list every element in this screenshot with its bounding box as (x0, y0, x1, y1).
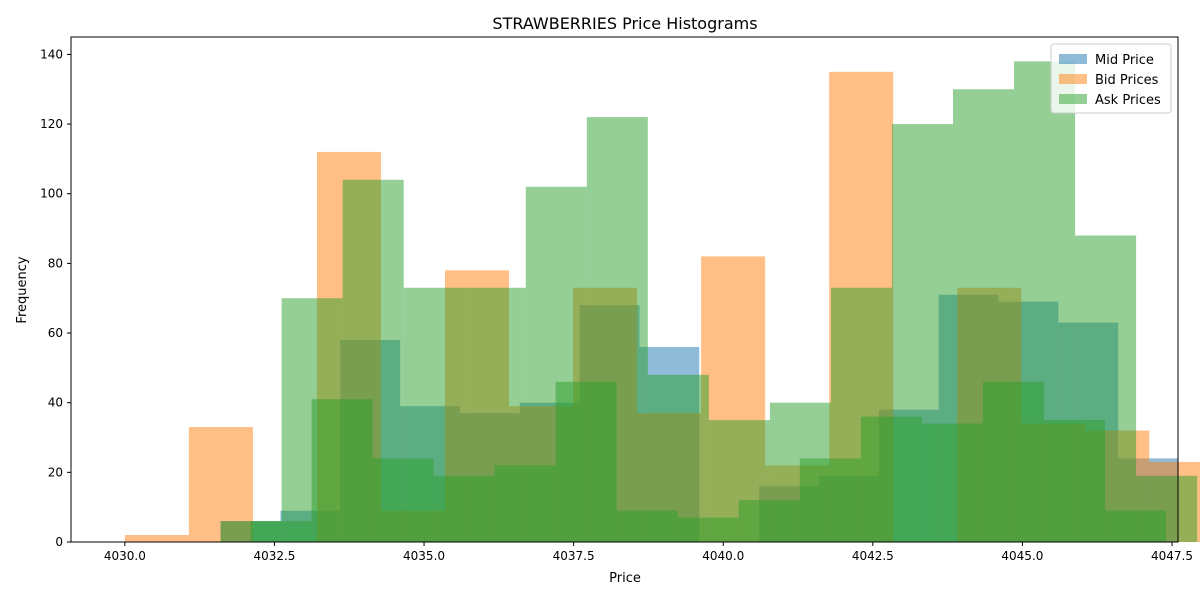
x-tick-label-7: 4047.5 (1151, 549, 1193, 563)
bar-ask-prices-overlap--0 (250, 521, 312, 542)
legend: Mid Price Bid Prices Ask Prices (1050, 43, 1172, 114)
bar-ask-prices-overlap--6 (616, 510, 678, 542)
bar-ask-prices-overlap--10 (860, 416, 922, 542)
y-axis-label: Frequency (15, 256, 30, 323)
bar-ask-prices-overlap--12 (982, 381, 1044, 542)
axes-layer: 4030.0 4032.5 4035.0 4037.5 4040.0 4042.5 4045… (40, 36, 1193, 563)
plot-frame (70, 36, 1179, 543)
x-axis-label: Price (609, 571, 641, 586)
x-tick-label-2: 4035.0 (403, 549, 445, 563)
bar-ask-prices-overlap--9 (799, 458, 861, 542)
chart-title: STRAWBERRIES Price Histograms (492, 14, 757, 33)
bar-ask-prices-overlap--4 (494, 465, 556, 542)
x-tick-label-1: 4032.5 (253, 549, 295, 563)
bar-ask-prices-overlap--8 (738, 500, 800, 542)
bar-ask-prices-overlap--2 (372, 458, 434, 542)
x-tick-label-5: 4042.5 (852, 549, 894, 563)
bars-layer (124, 61, 1200, 543)
bar-ask-prices-overlap--7 (677, 517, 739, 542)
bar-ask-prices-overlap--14 (1104, 510, 1167, 542)
bar-ask-prices-overlap--5 (555, 381, 617, 542)
y-tick-label-5: 100 (40, 187, 63, 201)
bar-ask-prices-overlap--11 (921, 423, 983, 542)
legend-label-mid-price: Mid Price (1095, 53, 1154, 68)
x-tick-label-3: 4037.5 (553, 549, 595, 563)
x-tick-label-0: 4030.0 (104, 549, 146, 563)
y-tick-label-1: 20 (48, 465, 63, 479)
legend-swatch-ask-prices (1059, 94, 1087, 104)
bar-ask-prices-overlap--3 (433, 475, 495, 542)
bar-bid-prices-0 (124, 535, 189, 542)
legend-label-ask-prices: Ask Prices (1095, 93, 1161, 108)
y-tick-label-2: 40 (48, 396, 63, 410)
bar-ask-prices-overlap--13 (1043, 420, 1105, 542)
y-tick-label-7: 140 (40, 47, 63, 61)
y-tick-label-0: 0 (55, 535, 63, 549)
x-tick-label-4: 4040.0 (702, 549, 744, 563)
bar-ask-prices-overlap--1 (311, 399, 373, 542)
x-tick-label-6: 4045.0 (1001, 549, 1043, 563)
legend-label-bid-prices: Bid Prices (1095, 73, 1159, 88)
y-tick-label-4: 80 (48, 256, 63, 270)
legend-swatch-bid-prices (1059, 74, 1087, 84)
y-tick-label-6: 120 (40, 117, 63, 131)
y-tick-label-3: 60 (48, 326, 63, 340)
legend-swatch-mid-price (1059, 54, 1087, 64)
